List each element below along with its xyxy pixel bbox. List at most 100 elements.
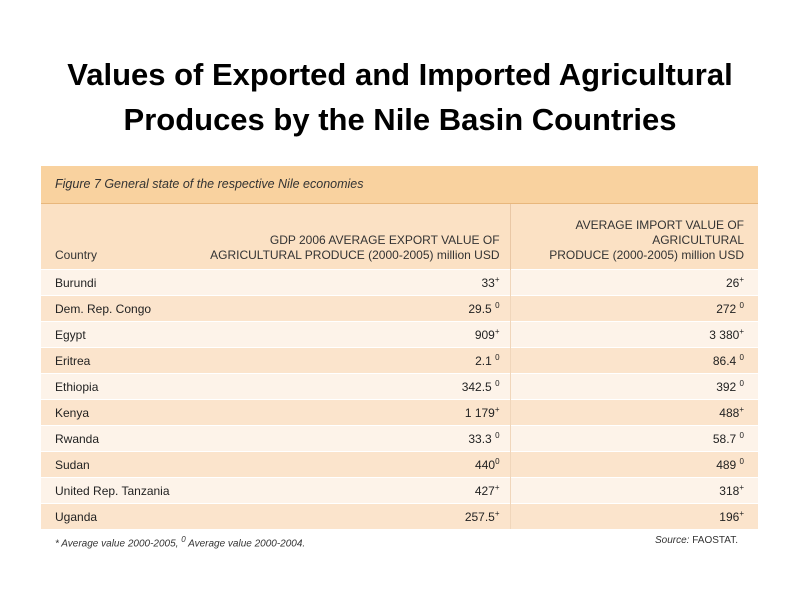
cell-country: Egypt: [41, 321, 180, 348]
cell-export-value: 29.5 0: [179, 295, 511, 322]
figure-table-panel: Figure 7 General state of the respective…: [41, 166, 758, 555]
cell-country: Sudan: [41, 451, 180, 478]
cell-export-value: 427+: [179, 477, 511, 504]
slide-title-line-1: Values of Exported and Imported Agricult…: [67, 57, 733, 92]
cell-country: United Rep. Tanzania: [41, 477, 180, 504]
table-row: Dem. Rep. Congo 29.5 0 272 0: [41, 295, 758, 322]
header-country: Country: [41, 204, 180, 270]
export-footnote-mark: 0: [495, 301, 500, 310]
table-row: Burundi 33+ 26+: [41, 269, 758, 296]
footnote-text-1: * Average value 2000-2005,: [55, 538, 182, 550]
footnote-row: * Average value 2000-2005, 0 Average val…: [41, 535, 758, 555]
table-row: Eritrea 2.1 0 86.4 0: [41, 347, 758, 374]
cell-country: Uganda: [41, 503, 180, 529]
export-footnote-mark: +: [494, 509, 500, 518]
import-footnote-mark: +: [739, 405, 744, 414]
export-footnote-mark: +: [494, 483, 500, 492]
cell-import-value: 272 0: [510, 295, 758, 322]
export-value: 440: [475, 458, 496, 472]
cell-export-value: 2.1 0: [179, 347, 511, 374]
import-value: 196: [719, 510, 740, 524]
export-value: 1 179: [464, 406, 495, 420]
cell-import-value: 3 380+: [510, 321, 758, 348]
cell-import-value: 58.7 0: [510, 425, 758, 452]
export-footnote-mark: 0: [495, 353, 500, 362]
export-value: 33.3: [468, 432, 496, 446]
header-export-line-1: GDP 2006 AVERAGE EXPORT VALUE OF: [269, 233, 500, 247]
import-value: 488: [719, 406, 740, 420]
import-footnote-mark: +: [739, 327, 744, 336]
cell-export-value: 342.5 0: [179, 373, 511, 400]
cell-import-value: 196+: [510, 503, 758, 529]
import-footnote-mark: +: [739, 509, 744, 518]
import-value: 272: [716, 302, 740, 316]
cell-country: Rwanda: [41, 425, 180, 452]
import-value: 26: [725, 276, 740, 290]
import-value: 489: [716, 458, 740, 472]
figure-caption: Figure 7 General state of the respective…: [41, 166, 758, 204]
cell-export-value: 33.3 0: [179, 425, 511, 452]
import-footnote-mark: 0: [739, 301, 744, 310]
footnote: * Average value 2000-2005, 0 Average val…: [55, 535, 305, 549]
table-row: Ethiopia 342.5 0 392 0: [41, 373, 758, 400]
export-value: 342.5: [461, 380, 496, 394]
slide-title: Values of Exported and Imported Agricult…: [20, 52, 780, 142]
cell-country: Ethiopia: [41, 373, 180, 400]
cell-import-value: 26+: [510, 269, 758, 296]
export-footnote-mark: +: [494, 327, 500, 336]
export-value: 257.5: [464, 510, 495, 524]
cell-export-value: 1 179+: [179, 399, 511, 426]
export-footnote-mark: 0: [495, 379, 500, 388]
cell-export-value: 33+: [179, 269, 511, 296]
table-row: Egypt 909+ 3 380+: [41, 321, 758, 348]
source-label: Source:: [655, 535, 690, 546]
table-row: United Rep. Tanzania 427+ 318+: [41, 477, 758, 504]
header-import-line-1: AVERAGE IMPORT VALUE OF AGRICULTURAL: [575, 218, 745, 247]
table-row: Sudan 4400 489 0: [41, 451, 758, 478]
table-row: Uganda 257.5+ 196+: [41, 503, 758, 529]
cell-import-value: 489 0: [510, 451, 758, 478]
source-note: Source: FAOSTAT.: [655, 535, 738, 546]
import-value: 86.4: [712, 354, 740, 368]
import-value: 318: [719, 484, 740, 498]
table-row: Rwanda 33.3 0 58.7 0: [41, 425, 758, 452]
export-value: 909: [474, 328, 495, 342]
import-value: 3 380: [709, 328, 740, 342]
export-footnote-mark: +: [494, 275, 500, 284]
header-import-value: AVERAGE IMPORT VALUE OF AGRICULTURAL PRO…: [510, 204, 758, 270]
import-footnote-mark: 0: [739, 353, 744, 362]
import-footnote-mark: 0: [739, 431, 744, 440]
slide-title-line-2: Produces by the Nile Basin Countries: [123, 102, 677, 137]
export-footnote-mark: 0: [495, 457, 500, 466]
header-import-line-2: PRODUCE (2000-2005) million USD: [549, 248, 744, 262]
cell-import-value: 86.4 0: [510, 347, 758, 374]
cell-import-value: 318+: [510, 477, 758, 504]
export-value: 33: [481, 276, 495, 290]
import-value: 392: [716, 380, 740, 394]
import-footnote-mark: 0: [739, 379, 744, 388]
cell-import-value: 488+: [510, 399, 758, 426]
import-value: 58.7: [712, 432, 740, 446]
footnote-text-2: Average value 2000-2004.: [185, 538, 306, 550]
import-footnote-mark: +: [739, 483, 744, 492]
header-export-line-2: AGRICULTURAL PRODUCE (2000-2005) million…: [210, 248, 500, 262]
cell-country: Eritrea: [41, 347, 180, 374]
cell-export-value: 4400: [179, 451, 511, 478]
source-value: FAOSTAT.: [689, 535, 738, 546]
table-header-row: Country GDP 2006 AVERAGE EXPORT VALUE OF…: [41, 204, 758, 270]
export-footnote-mark: +: [494, 405, 500, 414]
cell-export-value: 257.5+: [179, 503, 511, 529]
cell-import-value: 392 0: [510, 373, 758, 400]
import-footnote-mark: 0: [739, 457, 744, 466]
cell-country: Kenya: [41, 399, 180, 426]
import-footnote-mark: +: [739, 275, 744, 284]
export-value: 29.5: [468, 302, 496, 316]
cell-country: Dem. Rep. Congo: [41, 295, 180, 322]
export-footnote-mark: 0: [495, 431, 500, 440]
table-row: Kenya 1 179+ 488+: [41, 399, 758, 426]
header-export-value: GDP 2006 AVERAGE EXPORT VALUE OF AGRICUL…: [179, 204, 511, 270]
data-table: Country GDP 2006 AVERAGE EXPORT VALUE OF…: [41, 204, 758, 529]
footnote-mark: 0: [181, 535, 186, 544]
export-value: 427: [474, 484, 495, 498]
